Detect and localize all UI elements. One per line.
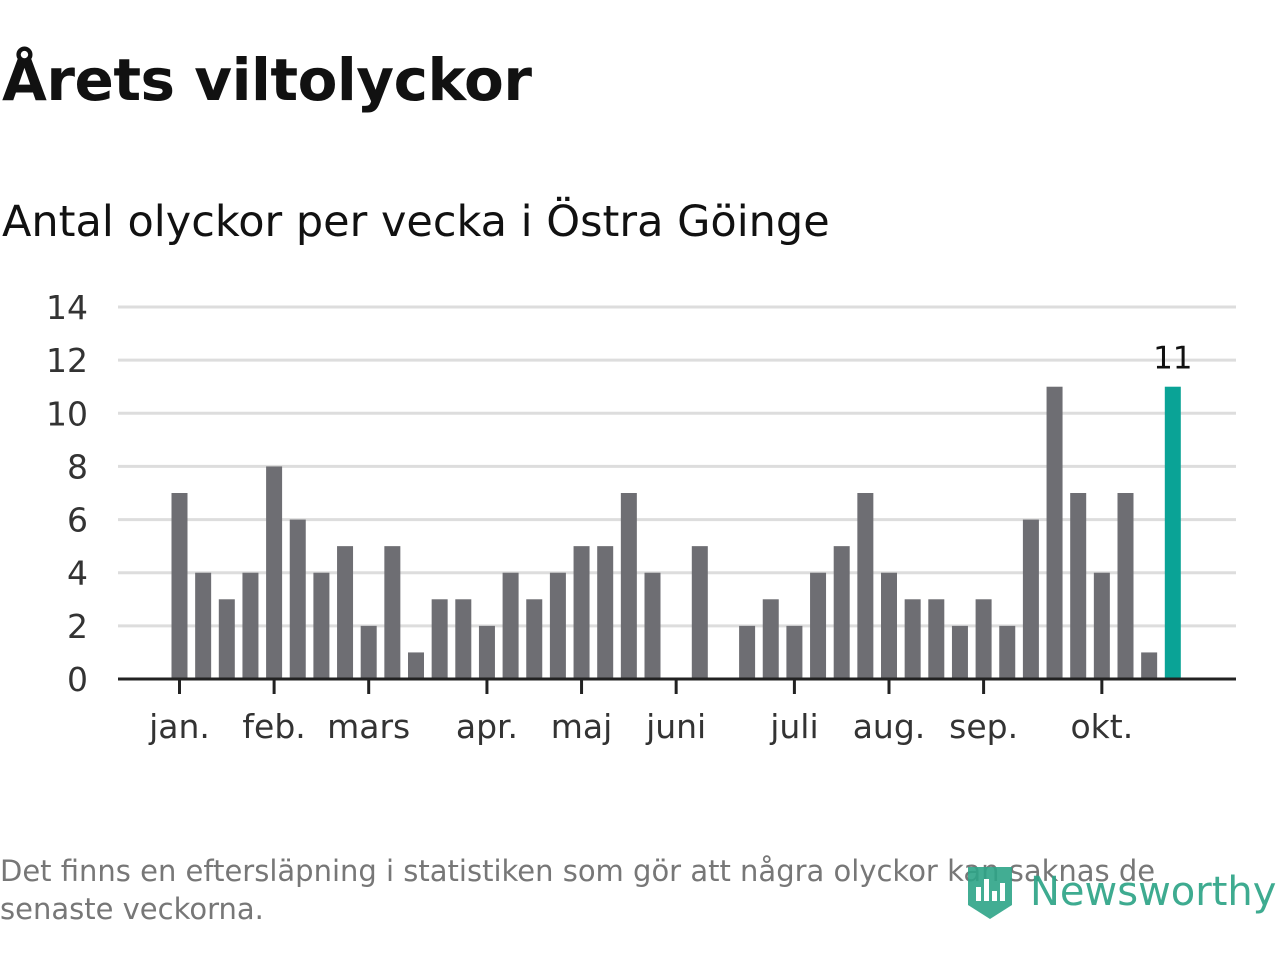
bar: [384, 546, 401, 679]
x-axis: [118, 677, 1236, 694]
bar: [526, 599, 543, 679]
bar: [289, 519, 306, 679]
bar: [408, 652, 424, 679]
brand-logo[interactable]: Newsworthy: [964, 860, 1276, 924]
data-labels: 11: [1153, 341, 1192, 377]
bar: [857, 493, 874, 679]
bar: [904, 599, 921, 679]
x-tick-label: jan.: [148, 707, 210, 746]
x-tick-label: aug.: [853, 707, 926, 746]
bar: [573, 546, 590, 679]
bar: [218, 599, 235, 679]
y-tick-label: 12: [46, 341, 88, 380]
bar: [786, 625, 803, 679]
bar-chart: 0 2 4 6 8 10 12 14 jan. feb. mars apr. maj juni juli a…: [46, 288, 1236, 746]
x-tick-label: mars: [327, 707, 410, 746]
bar: [739, 625, 756, 679]
x-tick-label: apr.: [456, 707, 518, 746]
bar: [1117, 493, 1134, 679]
bar: [597, 546, 614, 679]
bar: [313, 572, 330, 679]
bar: [1141, 652, 1158, 679]
bar: [833, 546, 850, 679]
bar-current-week: [1164, 386, 1181, 679]
y-tick-label: 8: [67, 447, 88, 486]
y-tick-label: 2: [67, 607, 88, 646]
bar: [999, 625, 1016, 679]
bar: [502, 572, 519, 679]
bar: [691, 546, 708, 679]
gridlines: [118, 305, 1236, 628]
bar: [644, 572, 661, 679]
y-tick-label: 10: [46, 394, 88, 433]
y-tick-label: 4: [67, 554, 88, 593]
y-tick-label: 0: [67, 660, 88, 699]
bars: [171, 386, 1181, 679]
bar: [360, 625, 377, 679]
bar: [478, 625, 495, 679]
bar: [455, 599, 472, 679]
x-tick-label: feb.: [242, 707, 305, 746]
bar: [620, 493, 637, 679]
bar: [1093, 572, 1110, 679]
bar: [762, 599, 779, 679]
bar: [431, 599, 448, 679]
bar: [171, 493, 188, 679]
bar: [975, 599, 992, 679]
x-tick-label: sep.: [949, 707, 1018, 746]
y-tick-label: 14: [46, 288, 88, 327]
bar: [337, 546, 354, 679]
newsworthy-logo-icon: [968, 867, 1012, 919]
bar: [1070, 493, 1087, 679]
chart-subtitle: Antal olyckor per vecka i Östra Göinge: [2, 197, 830, 247]
y-tick-label: 6: [67, 501, 88, 540]
y-axis-tick-labels: 0 2 4 6 8 10 12 14: [46, 288, 88, 699]
bar: [881, 572, 897, 679]
bar: [266, 466, 283, 679]
bar: [242, 572, 259, 679]
bar: [810, 572, 827, 679]
bar: [951, 625, 968, 679]
footnote: Det finns en eftersläpning i statistiken…: [0, 854, 1156, 926]
x-tick-label: juli: [769, 707, 818, 746]
bar: [928, 599, 945, 679]
bar: [195, 572, 212, 679]
bar: [1022, 519, 1039, 679]
bar: [1046, 386, 1063, 679]
x-tick-label: maj: [551, 707, 613, 746]
x-tick-label: okt.: [1070, 707, 1133, 746]
brand-name: Newsworthy: [1030, 869, 1277, 915]
chart-title: Årets viltolyckor: [2, 46, 532, 114]
x-axis-month-labels: jan. feb. mars apr. maj juni juli aug. sep. okt.: [148, 707, 1133, 746]
data-label-current-week: 11: [1153, 341, 1192, 377]
bar: [549, 572, 566, 679]
x-tick-label: juni: [645, 707, 706, 746]
